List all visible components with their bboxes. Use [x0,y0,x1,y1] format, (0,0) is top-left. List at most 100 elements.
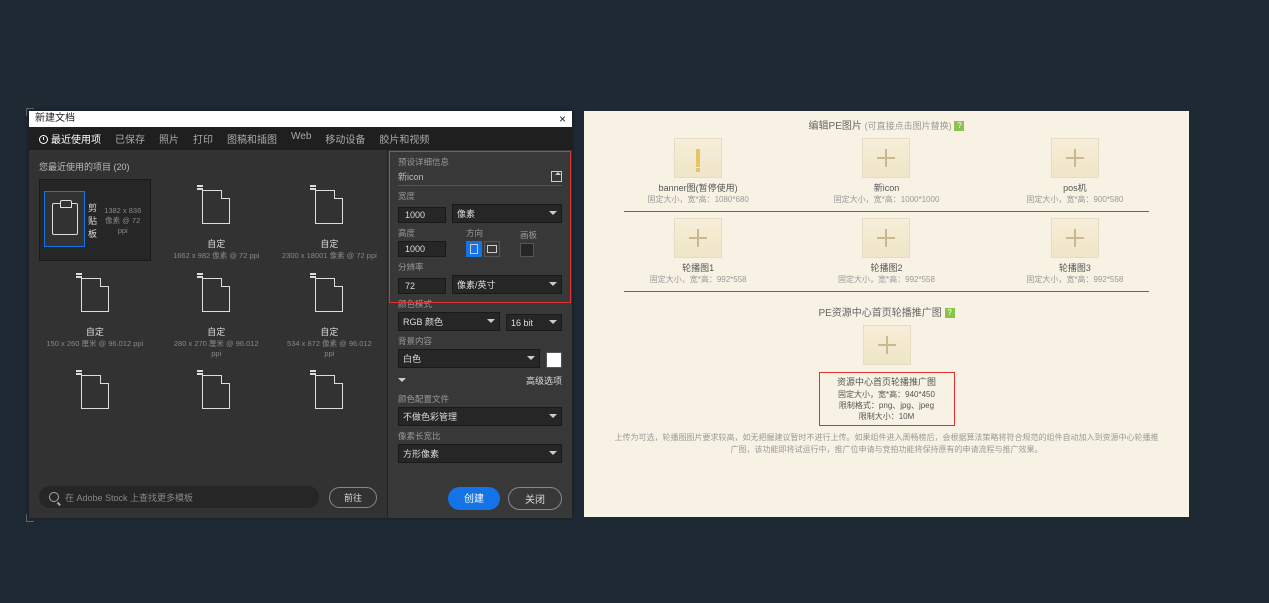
preset-item[interactable]: 自定2300 x 18001 像素 @ 72 ppi [282,179,377,261]
bit-depth-select[interactable]: 16 bit [506,314,562,331]
color-mode-select[interactable]: RGB 颜色 [398,312,500,331]
tab-print[interactable]: 打印 [193,131,213,146]
preset-dims: 1662 x 982 像素 @ 72 ppi [169,250,264,261]
tab-recent[interactable]: 最近使用项 [39,131,101,146]
chevron-down-icon [549,414,557,422]
card-dims: 固定大小，宽*高：1080*680 [624,194,772,205]
width-input[interactable]: 1000 [398,207,446,223]
plus-icon [877,149,895,167]
upload-card[interactable]: 新icon固定大小，宽*高：1000*1000 [812,138,960,205]
card-dims: 固定大小，宽*高：992*558 [812,274,960,285]
section-title-2: PE资源中心首页轮播推广图 ? [584,298,1189,325]
preset-dims: 280 x 270 厘米 @ 96.012 ppi [169,338,264,358]
plus-icon [878,336,896,354]
promo-info-box: 资源中心首页轮播推广图 固定大小，宽*高：940*450 限制格式：png、jp… [819,372,955,426]
card-dims: 固定大小，宽*高：992*558 [1001,274,1149,285]
height-label: 高度 [398,227,446,239]
preset-item[interactable]: 剪贴板1382 x 836 像素 @ 72 ppi [39,179,151,261]
tab-web[interactable]: Web [291,131,311,146]
bg-swatch[interactable] [546,352,562,368]
help-badge[interactable]: ? [945,308,955,318]
card-dims: 固定大小，宽*高：900*580 [1001,194,1149,205]
tab-film[interactable]: 胶片和视频 [379,131,429,146]
upload-card[interactable] [863,325,911,368]
aspect-label: 像素长宽比 [398,430,562,442]
preset-item[interactable]: 自定1662 x 982 像素 @ 72 ppi [169,179,264,261]
chevron-down-icon [549,320,557,328]
aspect-select[interactable]: 方形像素 [398,444,562,463]
close-icon[interactable]: × [559,111,566,127]
width-label: 宽度 [398,190,562,202]
help-badge[interactable]: ? [954,121,964,131]
preset-dims: 150 x 260 厘米 @ 96.012 ppi [39,338,151,349]
document-icon [315,278,343,312]
section-title-1: 编辑PE图片 (可直接点击图片替换) ? [584,111,1189,138]
artboard-checkbox[interactable] [520,243,534,257]
width-unit-select[interactable]: 像素 [452,204,562,223]
orient-label: 方向 [466,227,500,239]
bg-select[interactable]: 白色 [398,349,540,368]
preset-item[interactable]: 自定534 x 872 像素 @ 96.012 ppi [282,267,377,358]
height-input[interactable]: 1000 [398,241,446,257]
orient-portrait[interactable] [466,241,482,257]
preset-dims: 534 x 872 像素 @ 96.012 ppi [282,338,377,358]
close-button[interactable]: 关闭 [508,487,562,510]
profile-select[interactable]: 不做色彩管理 [398,407,562,426]
card-name: banner图(暂停使用) [624,181,772,194]
preset-item[interactable]: 自定150 x 260 厘米 @ 96.012 ppi [39,267,151,358]
card-name: pos机 [1001,181,1149,194]
card-name: 轮播图3 [1001,261,1149,274]
chevron-down-icon [549,211,557,219]
preset-panel: 您最近使用的项目 (20) 剪贴板1382 x 836 像素 @ 72 ppi自… [29,150,387,518]
tab-mobile[interactable]: 移动设备 [325,131,365,146]
preset-name: 剪贴板 [85,201,99,240]
go-button[interactable]: 前往 [329,487,377,508]
search-icon [49,492,59,502]
canvas: 新建文档 × 最近使用项 已保存 照片 打印 图稿和插图 Web 移动设备 胶片… [8,8,1261,595]
preset-name: 自定 [282,237,377,250]
preset-name: 自定 [282,325,377,338]
resolution-input[interactable]: 72 [398,278,446,294]
preset-item[interactable]: 自定280 x 270 厘米 @ 96.012 ppi [169,267,264,358]
preset-name: 自定 [169,237,264,250]
new-document-dialog: 新建文档 × 最近使用项 已保存 照片 打印 图稿和插图 Web 移动设备 胶片… [29,111,572,517]
document-icon [202,278,230,312]
export-icon[interactable] [551,171,562,182]
details-panel: 预设详细信息 新icon 宽度 1000 像素 高度 1000 方向 [387,150,572,518]
card-name: 新icon [812,181,960,194]
document-icon [202,190,230,224]
chevron-down-icon [549,451,557,459]
document-icon [81,375,109,409]
preset-item[interactable] [169,364,264,422]
preset-name-input[interactable]: 新icon [398,170,424,183]
category-tabs: 最近使用项 已保存 照片 打印 图稿和插图 Web 移动设备 胶片和视频 [29,127,572,150]
upload-card[interactable]: 轮播图1固定大小，宽*高：992*558 [624,218,772,285]
card-name: 轮播图1 [624,261,772,274]
upload-card[interactable]: 轮播图2固定大小，宽*高：992*558 [812,218,960,285]
preset-dims: 2300 x 18001 像素 @ 72 ppi [282,250,377,261]
tab-art[interactable]: 图稿和插图 [227,131,277,146]
preset-name: 自定 [169,325,264,338]
resolution-unit-select[interactable]: 像素/英寸 [452,275,562,294]
plus-icon [689,229,707,247]
tab-saved[interactable]: 已保存 [115,131,145,146]
orient-landscape[interactable] [484,241,500,257]
document-icon [315,190,343,224]
upload-card[interactable]: 轮播图3固定大小，宽*高：992*558 [1001,218,1149,285]
upload-card[interactable]: pos机固定大小，宽*高：900*580 [1001,138,1149,205]
plus-icon [1066,229,1084,247]
preset-item[interactable] [39,364,151,422]
warning-icon [696,149,700,167]
upload-card[interactable]: banner图(暂停使用)固定大小，宽*高：1080*680 [624,138,772,205]
advanced-toggle[interactable]: 高级选项 [398,372,562,389]
tab-photo[interactable]: 照片 [159,131,179,146]
details-label: 预设详细信息 [398,156,562,168]
create-button[interactable]: 创建 [448,487,500,510]
preset-item[interactable] [282,364,377,422]
res-label: 分辨率 [398,261,562,273]
preset-name: 自定 [39,325,151,338]
card-name: 轮播图2 [812,261,960,274]
chevron-down-icon [527,356,535,364]
stock-search-input[interactable]: 在 Adobe Stock 上查找更多模板 [39,486,319,508]
dialog-titlebar: 新建文档 × [29,111,572,127]
